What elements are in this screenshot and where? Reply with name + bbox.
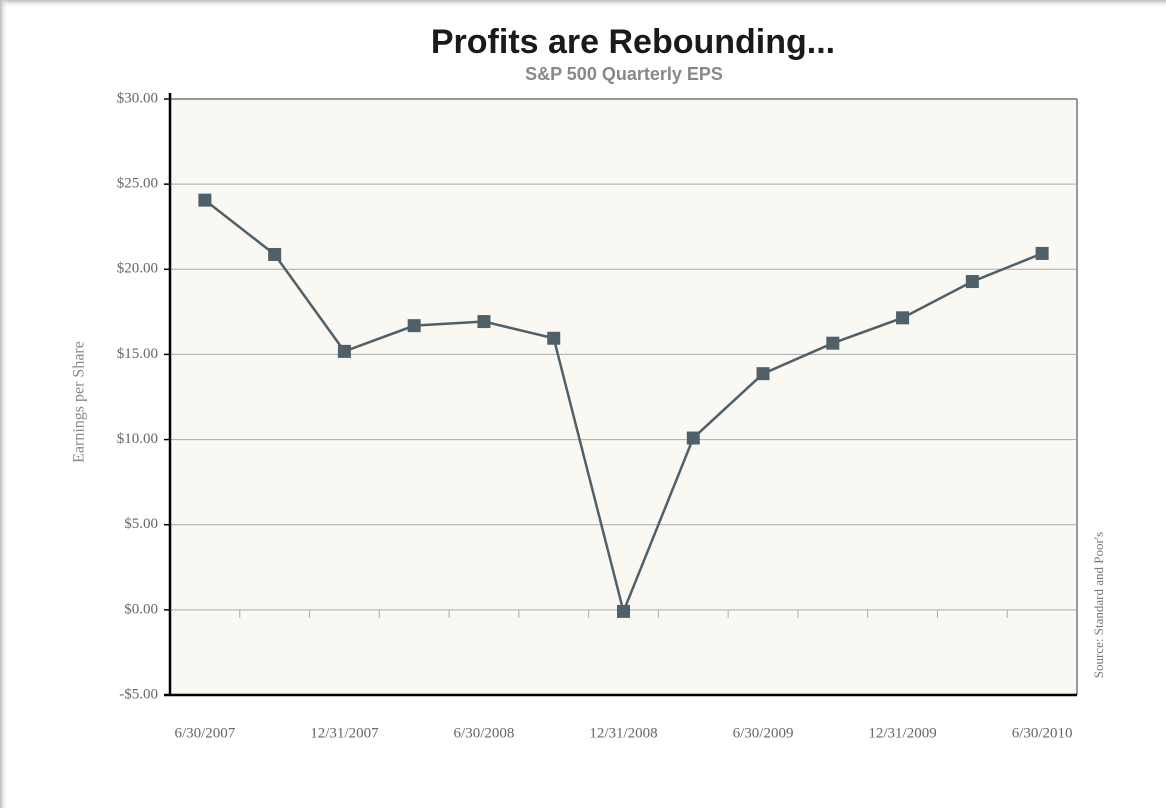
- data-point: [268, 247, 282, 261]
- source-note: Source: Standard and Poor's: [1091, 532, 1106, 678]
- data-point: [477, 315, 491, 329]
- data-point: [686, 431, 700, 445]
- data-point: [547, 331, 561, 345]
- plot-area: [170, 99, 1077, 695]
- x-tick-label: 12/31/2008: [589, 725, 657, 741]
- y-tick-label: -$5.00: [119, 686, 158, 702]
- data-point: [337, 344, 351, 358]
- data-point: [407, 319, 421, 333]
- y-tick-label: $15.00: [117, 346, 158, 362]
- x-tick-label: 12/31/2009: [868, 725, 936, 741]
- x-tick-label: 12/31/2007: [310, 725, 379, 741]
- y-tick-label: $25.00: [117, 176, 158, 192]
- frame-shadow: [0, 0, 8, 808]
- data-point: [965, 275, 979, 289]
- x-tick-label: 6/30/2008: [454, 725, 515, 741]
- chart-subtitle: S&P 500 Quarterly EPS: [525, 64, 723, 84]
- frame-shadow: [0, 0, 1166, 8]
- data-point: [617, 604, 630, 618]
- y-axis-label: Earnings per Share: [71, 341, 88, 463]
- y-tick-label: $5.00: [124, 516, 158, 532]
- y-tick-label: $20.00: [117, 261, 158, 277]
- x-tick-label: 6/30/2010: [1012, 725, 1073, 741]
- y-tick-label: $30.00: [117, 90, 158, 106]
- y-tick-label: $10.00: [117, 431, 158, 447]
- x-tick-label: 6/30/2009: [733, 725, 794, 741]
- data-point: [756, 367, 770, 381]
- data-point: [826, 336, 840, 350]
- data-point: [896, 311, 910, 325]
- data-point: [1035, 246, 1049, 260]
- data-point: [198, 193, 212, 207]
- y-tick-label: $0.00: [124, 601, 158, 617]
- chart-title: Profits are Rebounding...: [431, 23, 835, 61]
- x-tick-label: 6/30/2007: [174, 725, 235, 741]
